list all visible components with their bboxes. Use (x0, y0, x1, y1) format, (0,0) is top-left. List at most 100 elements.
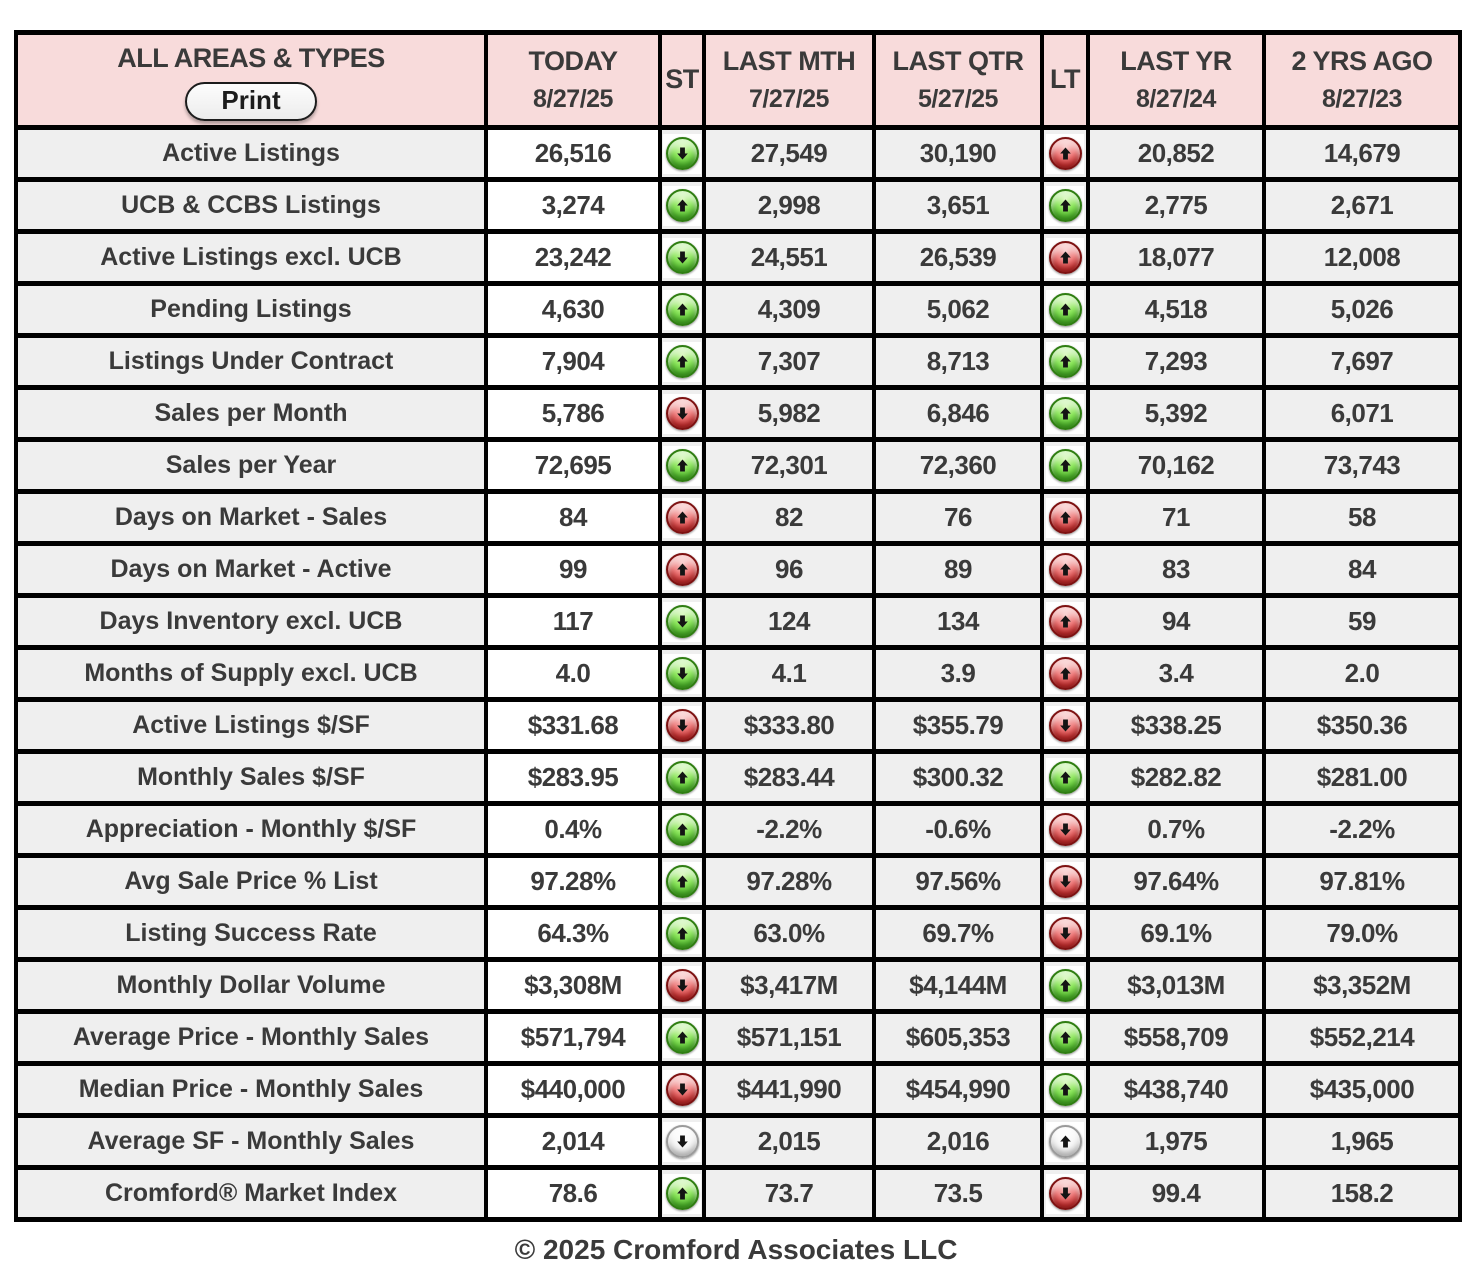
trend-up-icon (665, 761, 699, 794)
value-today: 64.3% (484, 905, 662, 962)
value-last-yr: 20,852 (1086, 125, 1266, 182)
trend-up-icon (1048, 241, 1082, 274)
trend-up-icon (665, 1177, 699, 1210)
value-last-qtr: 134 (872, 593, 1044, 650)
column-date-today: 8/27/25 (533, 85, 613, 114)
trend-cell (1040, 489, 1090, 546)
trend-cell (1040, 1061, 1090, 1118)
trend-up-icon (665, 501, 699, 534)
value-last-qtr: $355.79 (872, 697, 1044, 754)
column-header-lt: LT (1040, 30, 1090, 130)
trend-cell (658, 905, 706, 962)
table-row: Appreciation - Monthly $/SF 0.4% -2.2% -0.6… (14, 801, 1462, 858)
trend-icon-box (1046, 757, 1084, 798)
trend-cell (1040, 1009, 1090, 1066)
trend-up-icon (665, 345, 699, 378)
table-title: ALL AREAS & TYPES (117, 42, 385, 73)
value-last-yr: 83 (1086, 541, 1266, 598)
trend-cell (658, 1165, 706, 1222)
trend-up-icon (1048, 293, 1082, 326)
value-last-mth: 5,982 (702, 385, 876, 442)
trend-up-icon (665, 293, 699, 326)
trend-icon-box (1046, 705, 1084, 746)
value-last-qtr: 3,651 (872, 177, 1044, 234)
trend-cell (1040, 385, 1090, 442)
print-button[interactable]: Print (185, 81, 317, 122)
value-last-yr: 0.7% (1086, 801, 1266, 858)
value-last-mth: 82 (702, 489, 876, 546)
value-today: 97.28% (484, 853, 662, 910)
value-2yrs-ago: 84 (1262, 541, 1462, 598)
trend-cell (658, 749, 706, 806)
table-row: Avg Sale Price % List 97.28% 97.28% 97.56% 9… (14, 853, 1462, 910)
value-today: 4.0 (484, 645, 662, 702)
value-today: 3,274 (484, 177, 662, 234)
value-2yrs-ago: 97.81% (1262, 853, 1462, 910)
trend-down-icon (665, 241, 699, 274)
trend-icon-box (1046, 393, 1084, 434)
column-header-2yrs-ago: 2 YRS AGO 8/27/23 (1262, 30, 1462, 130)
value-today: 23,242 (484, 229, 662, 286)
trend-icon-box (1046, 185, 1084, 226)
table-row: Listing Success Rate 64.3% 63.0% 69.7% 69.1%… (14, 905, 1462, 962)
table-row: Days on Market - Sales 84 82 76 71 58 (14, 489, 1462, 546)
value-last-yr: 7,293 (1086, 333, 1266, 390)
trend-icon-box (1046, 445, 1084, 486)
trend-up-icon (1048, 605, 1082, 638)
value-2yrs-ago: $552,214 (1262, 1009, 1462, 1066)
value-last-qtr: 6,846 (872, 385, 1044, 442)
value-last-mth: $333.80 (702, 697, 876, 754)
trend-icon-box (664, 497, 700, 538)
column-date-2yrs-ago: 8/27/23 (1322, 85, 1402, 114)
trend-icon-box (1046, 965, 1084, 1006)
trend-cell (658, 801, 706, 858)
trend-icon-box (1046, 497, 1084, 538)
row-label: Days on Market - Sales (14, 489, 488, 546)
value-last-mth: 72,301 (702, 437, 876, 494)
value-last-qtr: 72,360 (872, 437, 1044, 494)
trend-cell (1040, 749, 1090, 806)
row-label: Cromford® Market Index (14, 1165, 488, 1222)
value-today: 5,786 (484, 385, 662, 442)
value-2yrs-ago: 6,071 (1262, 385, 1462, 442)
trend-down-icon (1048, 709, 1082, 742)
row-label: Months of Supply excl. UCB (14, 645, 488, 702)
trend-cell (658, 489, 706, 546)
trend-icon-box (1046, 133, 1084, 174)
value-last-yr: $558,709 (1086, 1009, 1266, 1066)
trend-up-icon (1048, 1073, 1082, 1106)
value-last-mth: 2,998 (702, 177, 876, 234)
value-last-yr: $3,013M (1086, 957, 1266, 1014)
value-today: 2,014 (484, 1113, 662, 1170)
row-label: Active Listings (14, 125, 488, 182)
trend-cell (1040, 853, 1090, 910)
trend-icon-box (664, 757, 700, 798)
trend-up-icon (1048, 553, 1082, 586)
trend-icon-box (664, 1173, 700, 1214)
value-last-qtr: 76 (872, 489, 1044, 546)
value-last-qtr: 97.56% (872, 853, 1044, 910)
row-label: Sales per Year (14, 437, 488, 494)
value-last-mth: $441,990 (702, 1061, 876, 1118)
value-today: $440,000 (484, 1061, 662, 1118)
value-last-mth: -2.2% (702, 801, 876, 858)
column-header-last-yr: LAST YR 8/27/24 (1086, 30, 1266, 130)
value-2yrs-ago: $350.36 (1262, 697, 1462, 754)
trend-up-icon (1048, 397, 1082, 430)
row-label: UCB & CCBS Listings (14, 177, 488, 234)
table-row: Sales per Year 72,695 72,301 72,360 70,162 73… (14, 437, 1462, 494)
trend-up-icon (1048, 449, 1082, 482)
trend-cell (1040, 437, 1090, 494)
value-2yrs-ago: 5,026 (1262, 281, 1462, 338)
value-2yrs-ago: 14,679 (1262, 125, 1462, 182)
trend-up-icon (665, 813, 699, 846)
value-last-qtr: $605,353 (872, 1009, 1044, 1066)
value-today: $3,308M (484, 957, 662, 1014)
trend-up-icon (1048, 969, 1082, 1002)
table-row: Average Price - Monthly Sales $571,794 $57… (14, 1009, 1462, 1066)
row-label: Days Inventory excl. UCB (14, 593, 488, 650)
value-last-mth: 97.28% (702, 853, 876, 910)
trend-down-icon (665, 657, 699, 690)
trend-icon-box (664, 1121, 700, 1162)
value-last-mth: 63.0% (702, 905, 876, 962)
